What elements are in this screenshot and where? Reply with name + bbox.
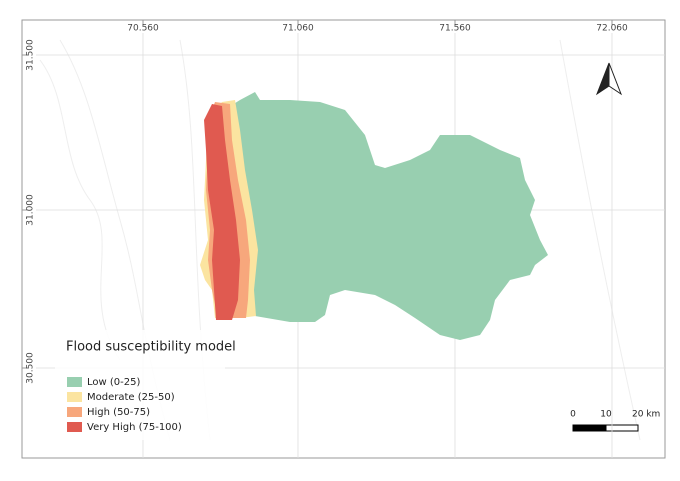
legend-label: High (50-75) bbox=[87, 407, 150, 418]
legend-label: Low (0-25) bbox=[87, 377, 140, 388]
low-zone bbox=[232, 92, 548, 340]
legend-label: Very High (75-100) bbox=[87, 422, 182, 433]
legend-swatch bbox=[67, 377, 82, 387]
scale-label: 0 bbox=[570, 410, 576, 420]
legend-background bbox=[55, 330, 225, 440]
top-coordinate-label: 71.560 bbox=[439, 24, 471, 34]
top-coordinate-label: 71.060 bbox=[282, 24, 314, 34]
left-coordinate-label: 30.500 bbox=[26, 352, 36, 384]
legend-swatch bbox=[67, 422, 82, 432]
terrain bbox=[39, 59, 121, 361]
north-arrow-left bbox=[595, 62, 610, 96]
legend-label: Moderate (25-50) bbox=[87, 392, 175, 403]
left-coordinate-label: 31.000 bbox=[26, 194, 36, 226]
legend-title: Flood susceptibility model bbox=[66, 340, 236, 355]
north-arrow bbox=[595, 62, 623, 96]
legend-swatch bbox=[67, 407, 82, 417]
scale-label: 20 km bbox=[632, 410, 660, 420]
road bbox=[559, 39, 641, 441]
legend-swatch bbox=[67, 392, 82, 402]
scale-segment bbox=[605, 424, 639, 432]
scale-label: 10 bbox=[600, 410, 612, 420]
top-coordinate-label: 72.060 bbox=[596, 24, 628, 34]
left-coordinate-label: 31.500 bbox=[26, 39, 36, 71]
very-high-zone bbox=[204, 104, 240, 320]
scale-segment bbox=[572, 424, 607, 432]
top-coordinate-label: 70.560 bbox=[127, 24, 159, 34]
